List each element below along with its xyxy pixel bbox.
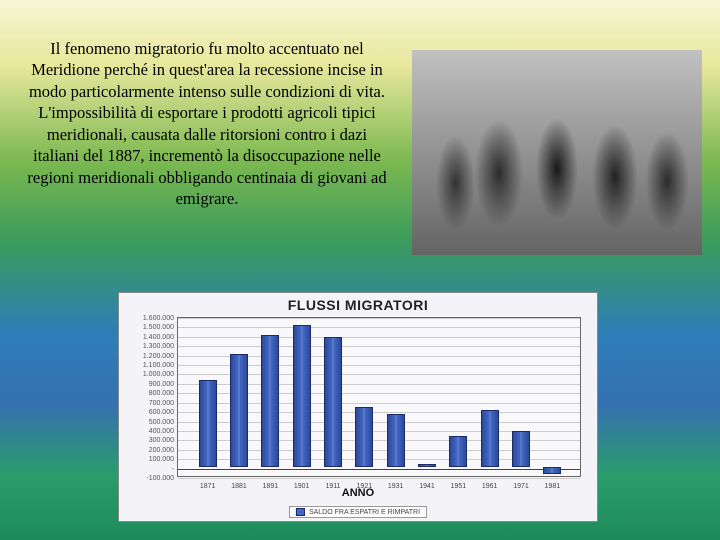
chart-xlabel: ANNO xyxy=(119,487,597,499)
zero-axis xyxy=(178,469,580,470)
bar xyxy=(324,337,342,467)
bar xyxy=(261,335,279,467)
bar xyxy=(543,467,561,475)
y-gridline: 1.600.000 xyxy=(178,318,580,319)
y-gridline: 1.400.000 xyxy=(178,337,580,338)
chart-title: FLUSSI MIGRATORI xyxy=(119,293,597,313)
bar xyxy=(293,325,311,466)
y-gridline: 1.300.000 xyxy=(178,346,580,347)
migration-photo xyxy=(412,50,702,255)
legend-swatch xyxy=(296,508,305,516)
bar xyxy=(355,407,373,466)
migration-chart: FLUSSI MIGRATORI -100.000-100.000200.000… xyxy=(118,292,598,522)
paragraph-text: Il fenomeno migratorio fu molto accentua… xyxy=(22,38,392,210)
bar xyxy=(418,464,436,467)
bar xyxy=(230,354,248,467)
chart-legend: SALDO FRA ESPATRI E RIMPATRI xyxy=(289,506,427,518)
bar xyxy=(199,380,217,467)
y-gridline: 1.500.000 xyxy=(178,327,580,328)
y-gridline: -100.000 xyxy=(178,478,580,479)
bar xyxy=(481,410,499,466)
bar xyxy=(449,436,467,466)
chart-plot-area: -100.000-100.000200.000300.000400.000500… xyxy=(177,317,581,477)
bar xyxy=(387,414,405,467)
bar xyxy=(512,431,530,467)
legend-label: SALDO FRA ESPATRI E RIMPATRI xyxy=(309,509,420,516)
